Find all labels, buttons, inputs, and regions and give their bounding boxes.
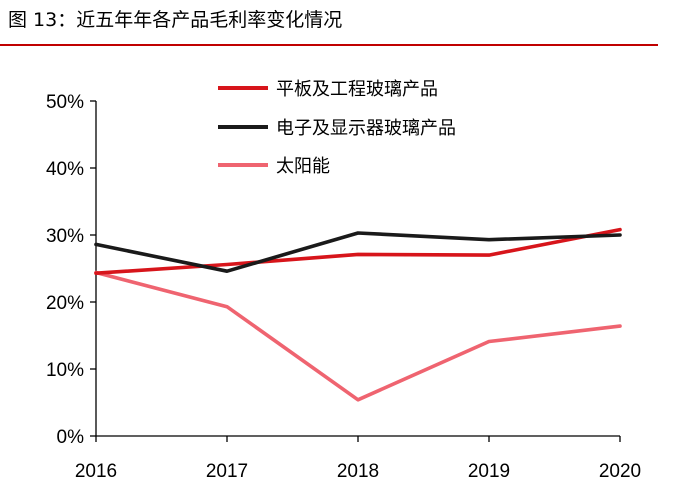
tick-labels: 0% 10% 20% 30% 40% 50% 2016 2017 2018 2019 2020 [46,92,641,482]
y-tick-label: 10% [46,360,84,381]
legend-label: 平板及工程玻璃产品 [276,79,438,100]
y-tick-label: 30% [46,226,84,247]
legend-label: 太阳能 [276,156,330,177]
series-line-3 [94,270,622,402]
y-tick-label: 20% [46,293,84,314]
y-tick-label: 50% [46,92,84,113]
y-tick-label: 0% [57,427,85,448]
y-tick-label: 40% [46,159,84,180]
x-tick-label: 2017 [206,461,248,482]
x-tick-label: 2018 [337,461,379,482]
series-line-2 [94,231,622,274]
figure-title: 图 13：近五年年各产品毛利率变化情况 [8,9,343,31]
series-lines [94,227,622,402]
series-line-1 [94,227,622,276]
legend-item: 平板及工程玻璃产品 [218,79,438,100]
title-divider [0,44,658,46]
axes [90,100,621,442]
x-tick-label: 2019 [468,461,510,482]
x-tick-label: 2020 [599,461,641,482]
x-tick-label: 2016 [75,461,117,482]
legend-label: 电子及显示器玻璃产品 [276,118,456,139]
legend-item: 电子及显示器玻璃产品 [218,118,456,139]
legend-item: 太阳能 [218,156,330,177]
